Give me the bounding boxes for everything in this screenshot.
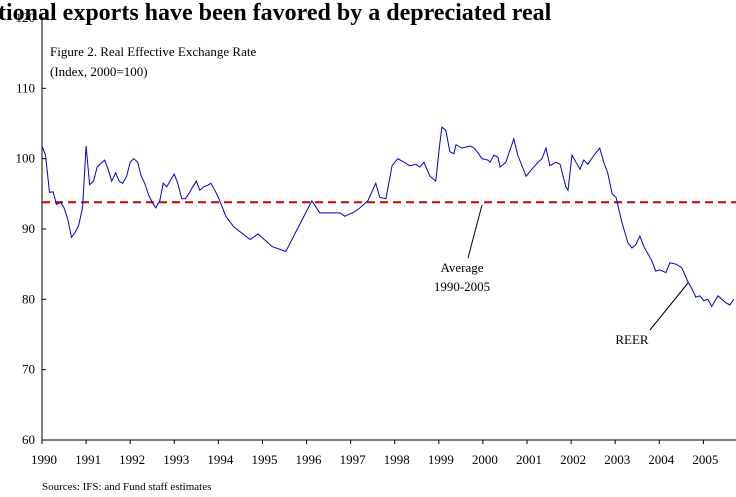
- x-tick-label: 1991: [75, 452, 101, 467]
- x-tick-label: 1994: [207, 452, 234, 467]
- y-tick-label: 60: [22, 432, 35, 447]
- x-tick-label: 1995: [251, 452, 277, 467]
- y-tick-label: 100: [16, 151, 36, 166]
- leader-line: [467, 204, 483, 259]
- x-tick-label: 1992: [119, 452, 145, 467]
- x-tick-label: 1996: [296, 452, 323, 467]
- annotation: 1990-2005: [434, 279, 490, 294]
- x-tick-label: 2005: [692, 452, 718, 467]
- x-tick-label: 2002: [560, 452, 586, 467]
- x-tick-label: 1990: [31, 452, 57, 467]
- y-tick-label: 90: [22, 221, 35, 236]
- x-tick-label: 2004: [648, 452, 675, 467]
- x-tick-label: 1997: [340, 452, 367, 467]
- x-tick-label: 2001: [516, 452, 542, 467]
- annotation: REER: [615, 332, 649, 347]
- chart-title: tional exports have been favored by a de…: [0, 0, 552, 26]
- source-note: Sources: IFS: and Fund staff estimates: [42, 481, 211, 493]
- x-tick-label: 2000: [472, 452, 498, 467]
- unit-note: (Index, 2000=100): [50, 64, 148, 79]
- annotation: Average: [440, 260, 483, 275]
- y-tick-label: 70: [22, 362, 35, 377]
- y-tick-label: 110: [16, 80, 35, 95]
- series-line: [41, 126, 735, 308]
- chart-subtitle: Figure 2. Real Effective Exchange Rate: [50, 44, 256, 59]
- x-tick-label: 1999: [428, 452, 454, 467]
- y-tick-label: 80: [22, 291, 35, 306]
- leader-line: [649, 282, 689, 331]
- x-tick-label: 1993: [163, 452, 189, 467]
- x-tick-label: 1998: [384, 452, 410, 467]
- x-tick-label: 2003: [604, 452, 630, 467]
- y-tick-label: 120: [16, 10, 36, 25]
